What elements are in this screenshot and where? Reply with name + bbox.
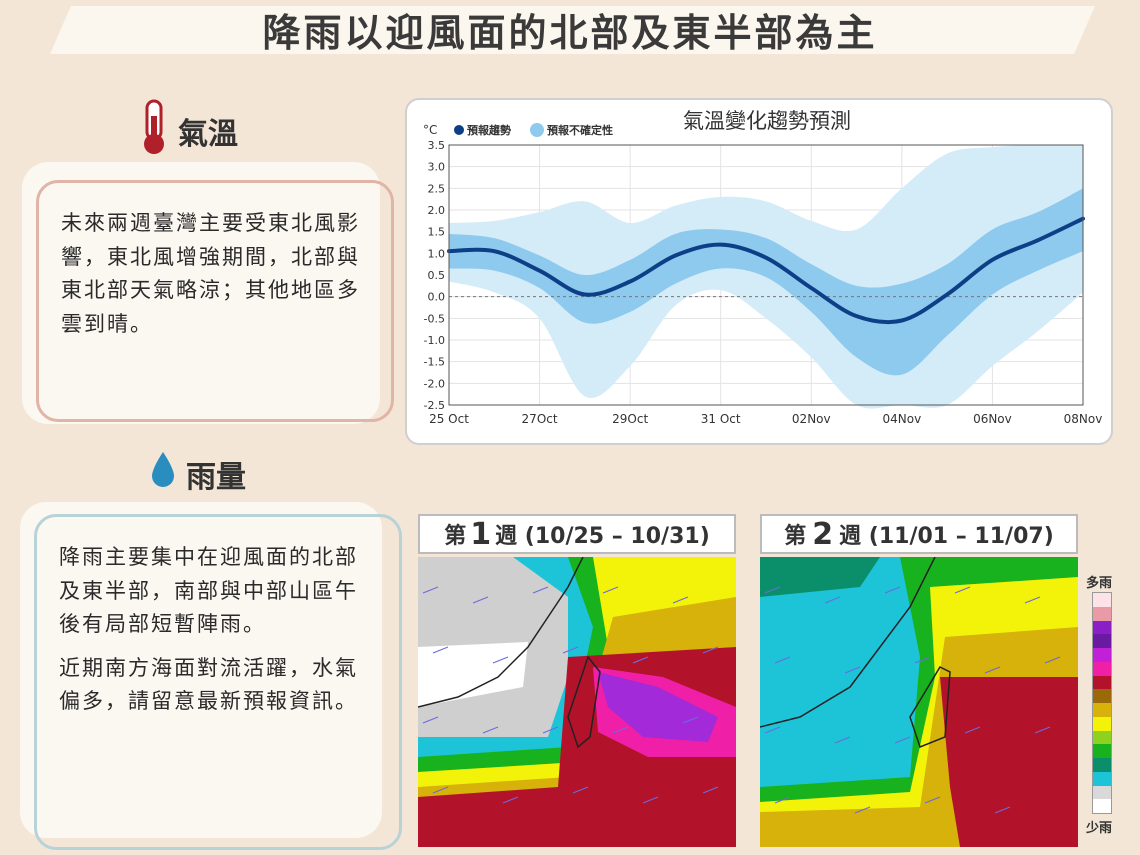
legend-swatch (1093, 703, 1111, 717)
chart-title: 氣溫變化趨勢預測 (683, 109, 851, 133)
rain-color-legend (1092, 592, 1112, 814)
legend-bottom-label: 少雨 (1086, 821, 1113, 836)
y-tick-label: 3.5 (428, 139, 446, 152)
rain-heading: 雨量 (186, 460, 246, 495)
legend-swatch (1093, 716, 1111, 731)
week1-prefix: 第 (444, 524, 467, 549)
temperature-chart-svg: 3.5 3.0 2.5 2.0 1.5 1.0 0.5 0.0 -0.5 -1.0 -1.5 -2.0… (423, 109, 1103, 426)
week1-label: 第 1 週 (10/25 – 10/31) (418, 514, 736, 554)
week1-range: 週 (10/25 – 10/31) (495, 524, 710, 549)
temperature-heading: 氣溫 (178, 117, 238, 152)
y-tick-label: 1.0 (428, 247, 446, 260)
y-tick-label: 2.0 (428, 204, 446, 217)
x-tick-label: 27Oct (522, 412, 558, 426)
legend-swatch (1093, 744, 1111, 758)
legend-swatch (1093, 730, 1111, 745)
x-tick-label: 04Nov (883, 412, 922, 426)
y-tick-label: -0.5 (424, 312, 445, 325)
week1-rain-map (418, 557, 736, 847)
y-tick-label: -2.5 (424, 399, 445, 412)
rain-card (20, 502, 382, 838)
legend-swatch (1093, 648, 1111, 662)
x-tick-label: 29Oct (612, 412, 648, 426)
rain-text-1: 降雨主要集中在迎風面的北部及東半部，南部與中部山區午後有局部短暫陣雨。 (59, 545, 358, 637)
week2-prefix: 第 (784, 524, 807, 549)
legend-trend-marker (454, 125, 464, 135)
temperature-heading-group: 氣溫 (140, 98, 238, 164)
legend-swatch (1093, 785, 1111, 800)
temperature-text: 未來兩週臺灣主要受東北風影響，東北風增強期間，北部與東北部天氣略涼；其他地區多雲… (61, 211, 360, 336)
legend-swatch (1093, 689, 1111, 703)
rain-heading-group: 雨量 (150, 450, 246, 498)
rain-text-2: 近期南方海面對流活躍，水氣偏多，請留意最新預報資訊。 (59, 655, 358, 714)
temperature-chart: 3.5 3.0 2.5 2.0 1.5 1.0 0.5 0.0 -0.5 -1.0 -1.5 -2.0… (405, 98, 1113, 445)
legend-swatch (1093, 799, 1111, 813)
x-tick-label: 02Nov (792, 412, 831, 426)
y-tick-label: 3.0 (428, 161, 446, 174)
legend-swatch (1093, 593, 1111, 607)
legend-band-marker (530, 123, 544, 137)
week2-range: 週 (11/01 – 11/07) (839, 524, 1054, 549)
y-tick-label: 2.5 (428, 182, 446, 195)
legend-swatch (1093, 606, 1111, 621)
x-tick-label: 25 Oct (429, 412, 469, 426)
thermometer-icon (140, 98, 168, 164)
page-title: 降雨以迎風面的北部及東半部為主 (262, 11, 878, 55)
temperature-text-box: 未來兩週臺灣主要受東北風影響，東北風增強期間，北部與東北部天氣略涼；其他地區多雲… (36, 180, 394, 422)
week2-number: 2 (812, 516, 834, 552)
y-tick-label: 1.5 (428, 226, 446, 239)
legend-swatch (1093, 675, 1111, 690)
legend-swatch (1093, 758, 1111, 772)
legend-swatch (1093, 661, 1111, 676)
plot-border (448, 144, 1084, 406)
unit-label: °C (423, 123, 437, 137)
y-tick-label: 0.0 (428, 291, 446, 304)
legend-swatch (1093, 620, 1111, 635)
week2-rain-map (760, 557, 1078, 847)
trend-line (447, 216, 1085, 325)
x-tick-label: 06Nov (973, 412, 1012, 426)
week1-number: 1 (470, 516, 492, 552)
uncertainty-inner-band (449, 188, 1083, 376)
legend-swatch (1093, 634, 1111, 648)
legend-trend-label: 預報趨勢 (467, 123, 511, 137)
title-banner (50, 6, 1095, 54)
temperature-card (22, 162, 380, 424)
y-tick-label: -2.0 (424, 377, 445, 390)
water-drop-icon (150, 450, 176, 498)
week2-label: 第 2 週 (11/01 – 11/07) (760, 514, 1078, 554)
y-tick-label: -1.0 (424, 334, 445, 347)
legend-top-label: 多雨 (1086, 576, 1113, 591)
legend-band-label: 預報不確定性 (547, 123, 613, 137)
rain-text-box: 降雨主要集中在迎風面的北部及東半部，南部與中部山區午後有局部短暫陣雨。 近期南方… (34, 514, 402, 850)
x-tick-label: 31 Oct (701, 412, 741, 426)
y-tick-label: 0.5 (428, 269, 446, 282)
x-tick-label: 08Nov (1064, 412, 1103, 426)
legend-swatch (1093, 771, 1111, 786)
y-tick-label: -1.5 (424, 356, 445, 369)
